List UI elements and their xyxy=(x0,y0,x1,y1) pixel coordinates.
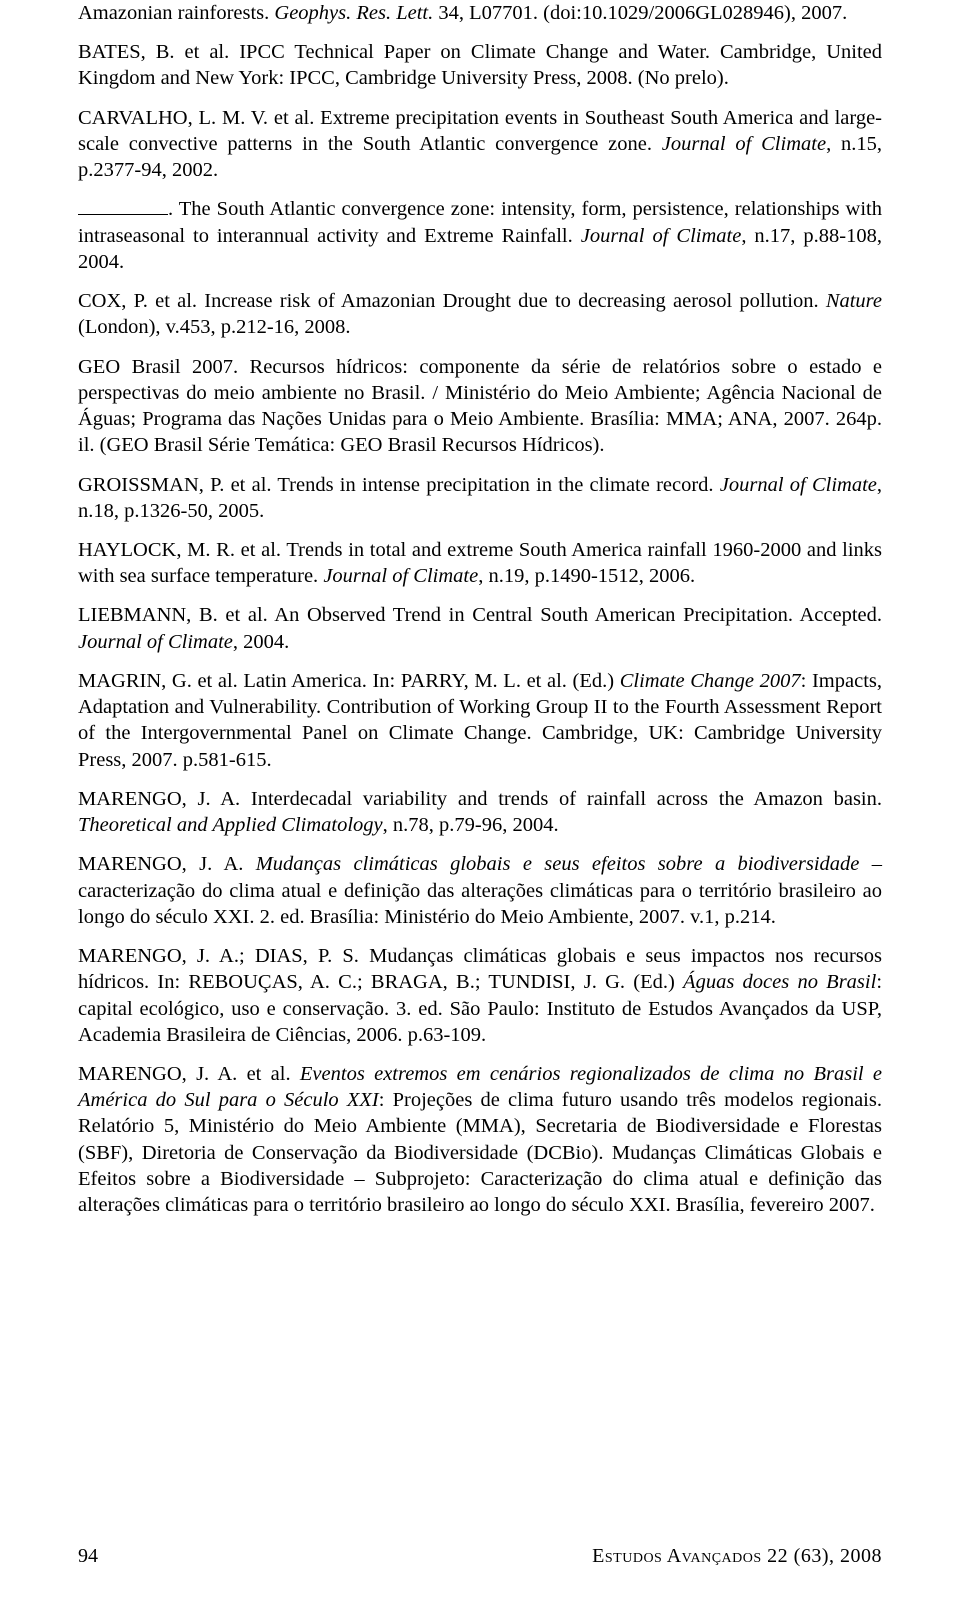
reference-entry: MARENGO, J. A. et al. Eventos extremos e… xyxy=(78,1061,882,1218)
reference-entry: MARENGO, J. A. Mudanças climáticas globa… xyxy=(78,851,882,930)
reference-entry: LIEBMANN, B. et al. An Observed Trend in… xyxy=(78,602,882,654)
reference-entry: COX, P. et al. Increase risk of Amazonia… xyxy=(78,288,882,340)
reference-entry: CARVALHO, L. M. V. et al. Extreme precip… xyxy=(78,105,882,184)
page-number: 94 xyxy=(78,1544,98,1570)
references-list: Amazonian rainforests. Geophys. Res. Let… xyxy=(78,0,882,1218)
journal-issue: 22 (63), 2008 xyxy=(762,1545,882,1567)
reference-entry: Amazonian rainforests. Geophys. Res. Let… xyxy=(78,0,882,26)
reference-entry: BATES, B. et al. IPCC Technical Paper on… xyxy=(78,39,882,91)
reference-entry: GEO Brasil 2007. Recursos hídricos: comp… xyxy=(78,354,882,459)
page-footer: 94 Estudos Avançados 22 (63), 2008 xyxy=(78,1544,882,1570)
reference-entry: MAGRIN, G. et al. Latin America. In: PAR… xyxy=(78,668,882,773)
reference-entry: MARENGO, J. A. Interdecadal variability … xyxy=(78,786,882,838)
reference-entry: . The South Atlantic convergence zone: i… xyxy=(78,196,882,275)
reference-entry: GROISSMAN, P. et al. Trends in intense p… xyxy=(78,472,882,524)
reference-entry: MARENGO, J. A.; DIAS, P. S. Mudanças cli… xyxy=(78,943,882,1048)
journal-name: Estudos Avançados xyxy=(592,1545,762,1567)
reference-entry: HAYLOCK, M. R. et al. Trends in total an… xyxy=(78,537,882,589)
journal-citation: Estudos Avançados 22 (63), 2008 xyxy=(592,1544,882,1570)
